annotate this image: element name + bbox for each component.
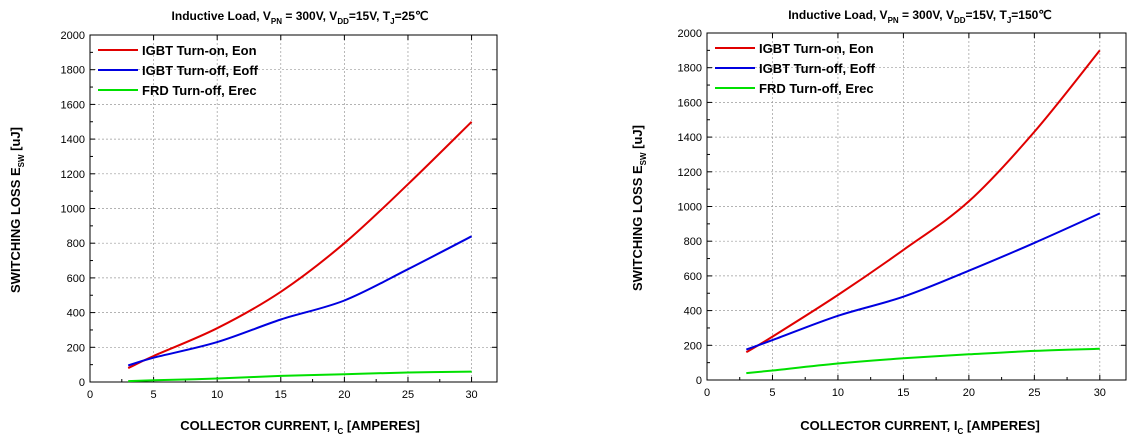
y-tick-label: 1400 xyxy=(678,132,702,144)
chart-panel-2: 0 5 10 15 20 25 30 0 200 400 600 800 1000 1200 1400 160… xyxy=(630,8,1127,436)
legend-label: IGBT Turn-off, Eoff xyxy=(142,63,259,78)
x-tick-label: 20 xyxy=(963,387,975,399)
x-tick-label: 15 xyxy=(897,387,909,399)
chart-title: Inductive Load, VPN = 300V, VDD=15V, TJ=… xyxy=(788,8,1052,25)
chart-panel-1: 0 5 10 15 20 25 30 0 200 400 600 800 1000 1200 1400 160… xyxy=(8,9,498,436)
y-tick-label: 2000 xyxy=(678,28,702,40)
x-tick-label: 10 xyxy=(211,389,223,401)
x-tick-label: 10 xyxy=(832,387,844,399)
y-tick-label: 2000 xyxy=(61,30,85,42)
x-axis-label: COLLECTOR CURRENT, IC [AMPERES] xyxy=(180,418,420,436)
y-tick-label: 1600 xyxy=(61,99,85,111)
series-line-1 xyxy=(127,121,473,370)
y-tick-label: 1400 xyxy=(61,134,85,146)
y-axis-label: SWITCHING LOSS ESW [uJ] xyxy=(8,127,26,293)
y-tick-label: 0 xyxy=(79,377,85,389)
y-tick-label: 1800 xyxy=(678,63,702,75)
x-tick-label: 5 xyxy=(151,389,157,401)
series-line-3 xyxy=(128,370,472,383)
x-tick-label: 20 xyxy=(338,389,350,401)
legend-label: IGBT Turn-on, Eon xyxy=(142,43,257,58)
y-tick-label: 800 xyxy=(684,236,702,248)
y-tick-label: 1800 xyxy=(61,65,85,77)
series-line-1 xyxy=(745,49,1101,354)
legend-label: IGBT Turn-off, Eoff xyxy=(759,61,876,76)
y-tick-label: 1600 xyxy=(678,97,702,109)
y-tick-label: 400 xyxy=(67,308,85,320)
legend: IGBT Turn-on, Eon IGBT Turn-off, Eoff FRD … xyxy=(98,43,259,98)
y-tick-label: 400 xyxy=(684,306,702,318)
x-tick-label: 30 xyxy=(465,389,477,401)
y-tick-label: 600 xyxy=(684,271,702,283)
x-tick-label: 5 xyxy=(769,387,775,399)
y-tick-label: 1000 xyxy=(61,204,85,216)
y-tick-label: 0 xyxy=(696,375,702,387)
x-tick-label: 0 xyxy=(87,389,93,401)
y-tick-label: 200 xyxy=(67,342,85,354)
y-tick-label: 1200 xyxy=(678,167,702,179)
legend: IGBT Turn-on, Eon IGBT Turn-off, Eoff FRD … xyxy=(715,41,876,96)
legend-label: FRD Turn-off, Erec xyxy=(759,81,874,96)
series-line-3 xyxy=(746,347,1100,375)
series-line-2 xyxy=(127,235,473,367)
x-tick-label: 15 xyxy=(275,389,287,401)
y-tick-label: 600 xyxy=(67,273,85,285)
y-tick-label: 800 xyxy=(67,238,85,250)
chart-title: Inductive Load, VPN = 300V, VDD=15V, TJ=… xyxy=(172,9,429,26)
series-line-2 xyxy=(745,212,1101,351)
y-tick-label: 200 xyxy=(684,340,702,352)
y-axis-label: SWITCHING LOSS ESW [uJ] xyxy=(630,125,648,291)
legend-label: FRD Turn-off, Erec xyxy=(142,83,257,98)
y-tick-label: 1000 xyxy=(678,202,702,214)
x-axis-label: COLLECTOR CURRENT, IC [AMPERES] xyxy=(800,418,1040,436)
x-tick-label: 25 xyxy=(402,389,414,401)
x-tick-label: 25 xyxy=(1028,387,1040,399)
grid-lines xyxy=(707,33,1126,380)
x-tick-label: 0 xyxy=(704,387,710,399)
legend-label: IGBT Turn-on, Eon xyxy=(759,41,874,56)
y-tick-label: 1200 xyxy=(61,169,85,181)
grid-lines xyxy=(90,35,497,382)
x-tick-label: 30 xyxy=(1094,387,1106,399)
